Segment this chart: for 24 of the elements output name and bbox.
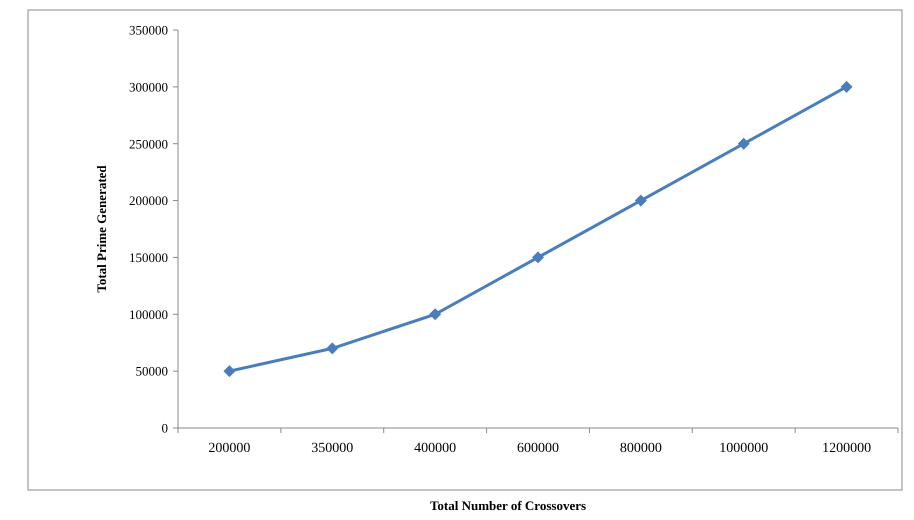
- y-tick-label: 50000: [136, 364, 168, 379]
- x-axis-title: Total Number of Crossovers: [430, 498, 586, 513]
- point: [738, 138, 750, 150]
- point: [223, 365, 236, 378]
- x-tick-label: 600000: [517, 441, 559, 456]
- x-tick-label: 350000: [311, 441, 354, 456]
- point: [326, 342, 338, 354]
- y-tick-label: 100000: [129, 306, 168, 322]
- point: [634, 194, 647, 207]
- y-tick-label: 350000: [129, 22, 168, 38]
- x-tick-label: 200000: [208, 441, 250, 456]
- y-axis-title: Total Prime Generated: [94, 164, 109, 293]
- y-tick-label: 300000: [129, 79, 168, 94]
- x-tick-label: 1000000: [719, 441, 768, 456]
- point: [429, 308, 442, 320]
- x-tick-label: 800000: [620, 441, 662, 456]
- y-tick-label: 250000: [129, 136, 168, 152]
- y-tick-label: 150000: [129, 250, 168, 265]
- x-tick-label: 1200000: [822, 441, 872, 456]
- point: [532, 251, 544, 264]
- y-tick-label: 0: [162, 420, 168, 436]
- point: [840, 80, 853, 93]
- y-tick-label: 200000: [129, 193, 168, 208]
- x-tick-label: 400000: [414, 441, 456, 456]
